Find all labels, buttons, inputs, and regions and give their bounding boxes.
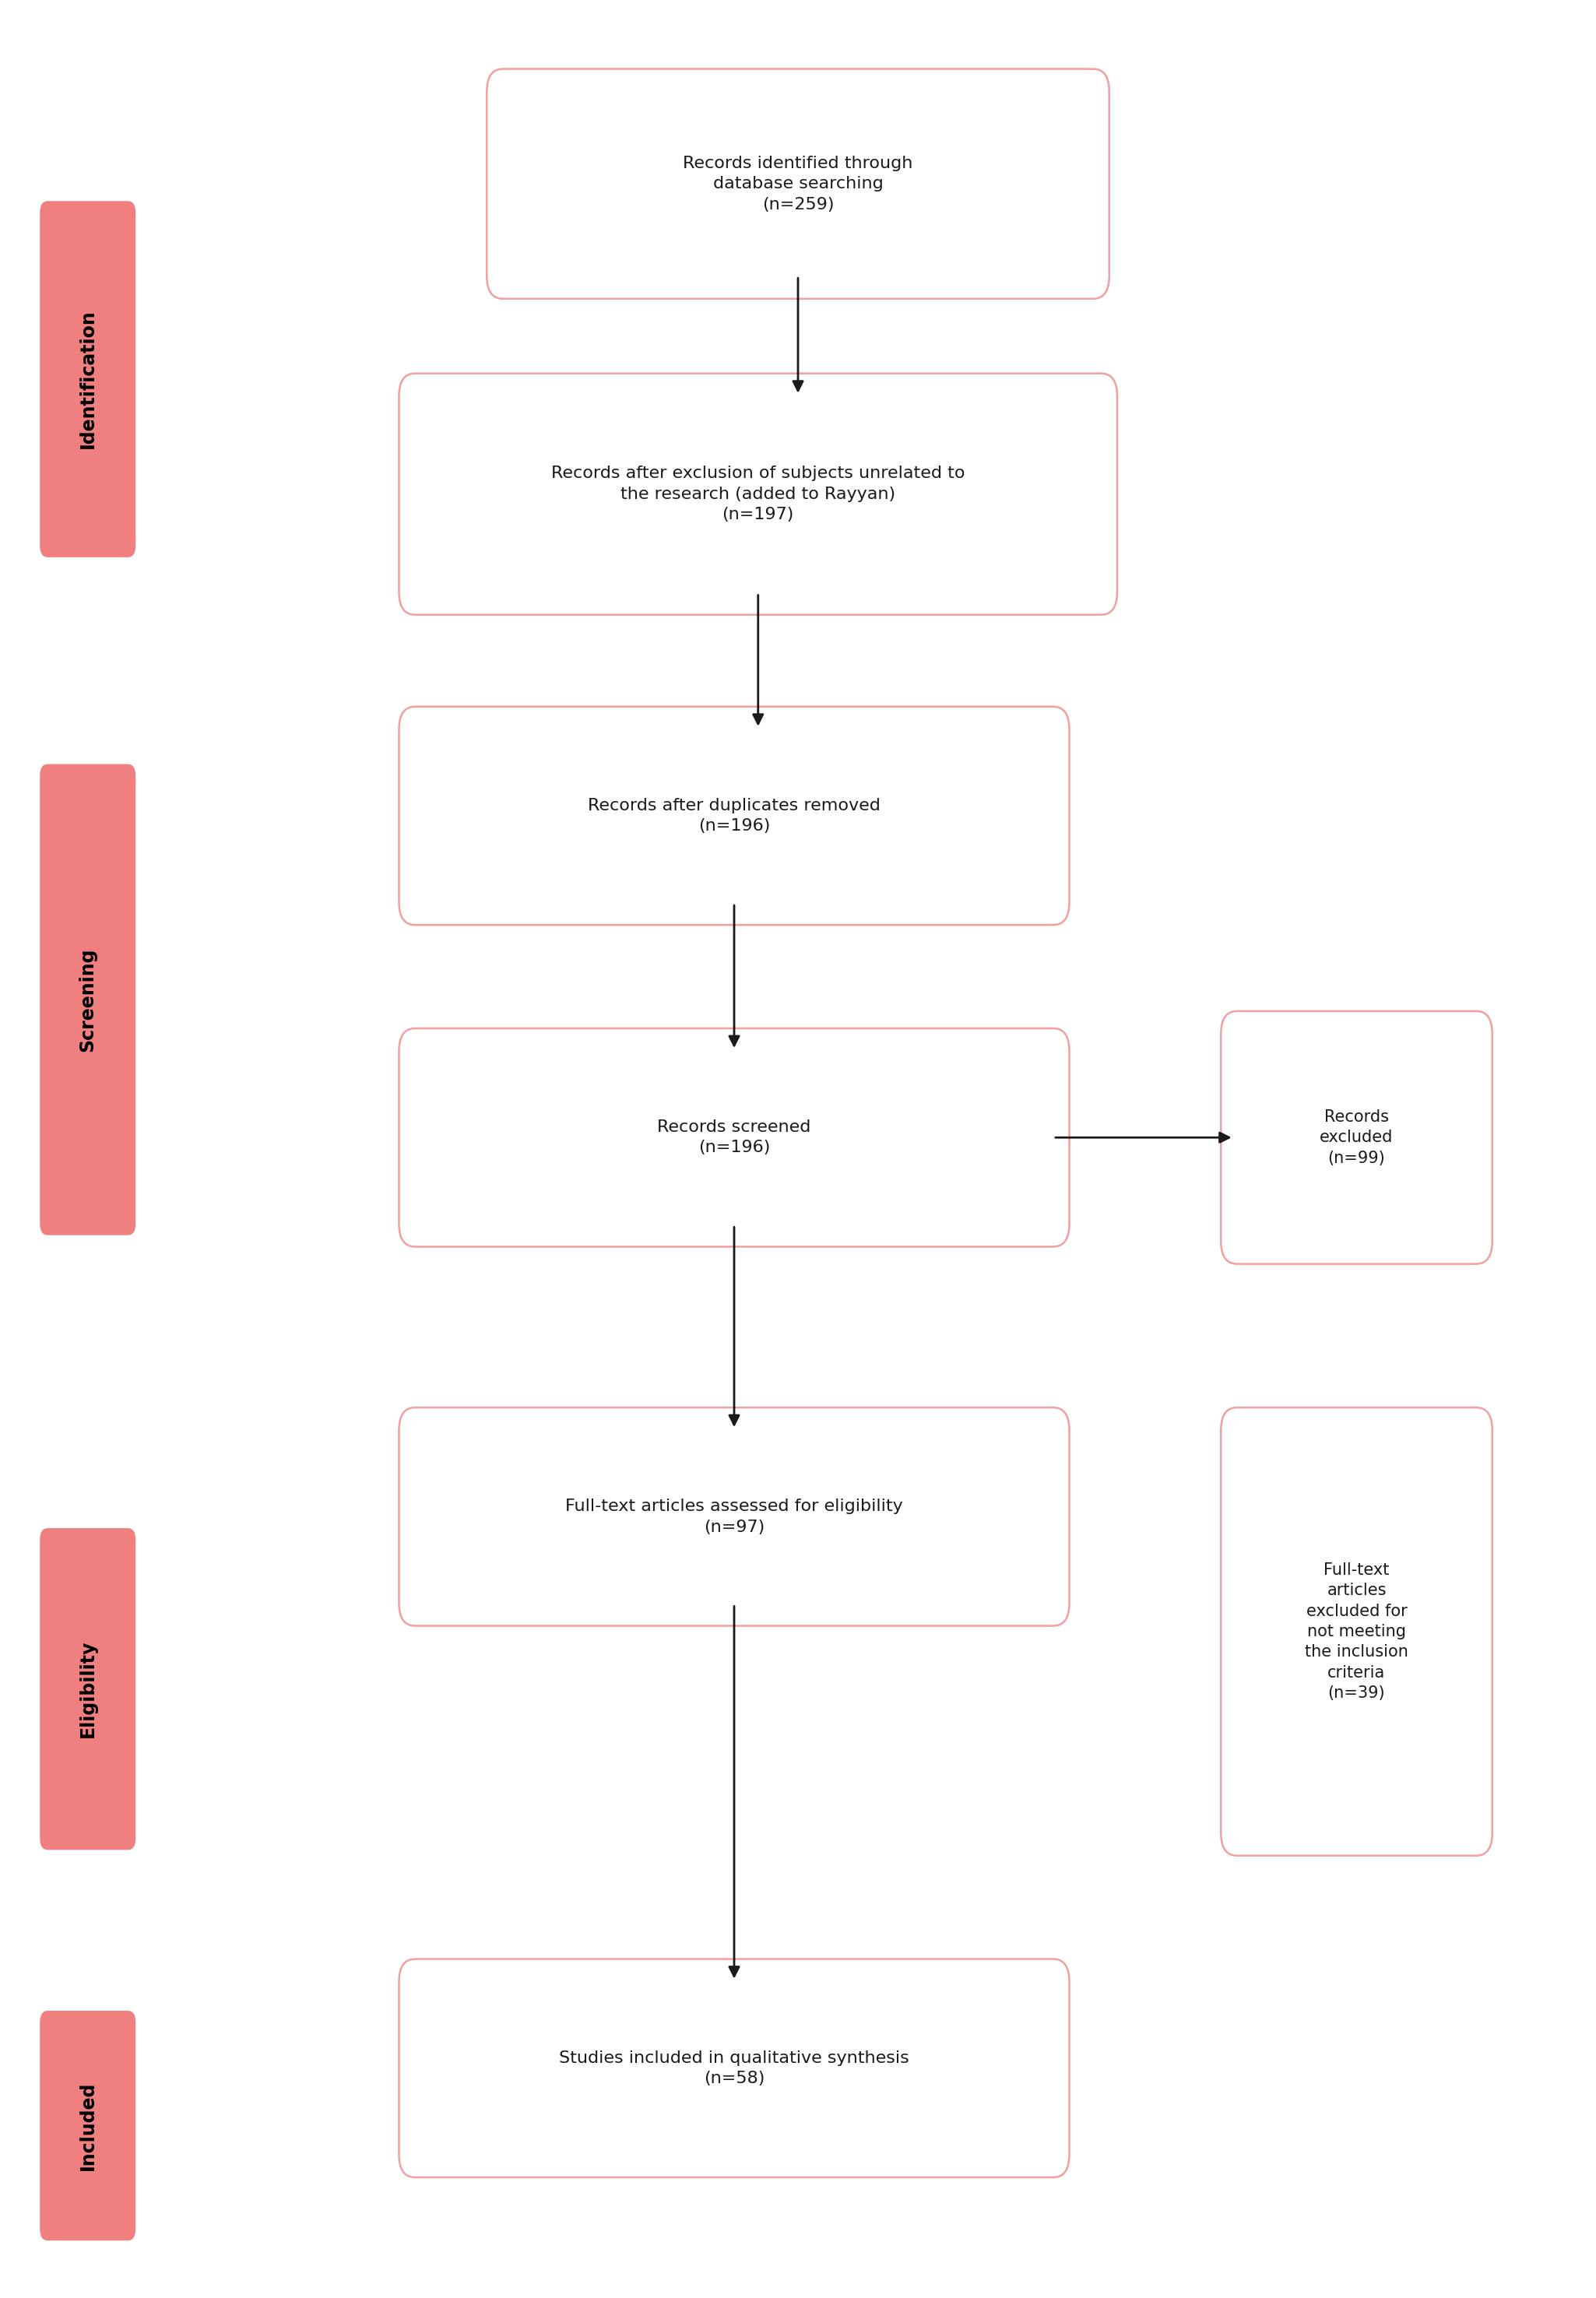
Text: Eligibility: Eligibility [78, 1641, 97, 1737]
Text: Full-text articles assessed for eligibility
(n=97): Full-text articles assessed for eligibil… [565, 1498, 903, 1535]
FancyBboxPatch shape [399, 1406, 1069, 1627]
Text: Records
excluded
(n=99): Records excluded (n=99) [1320, 1110, 1393, 1165]
Text: Records after duplicates removed
(n=196): Records after duplicates removed (n=196) [587, 797, 881, 834]
Text: Screening: Screening [78, 947, 97, 1052]
FancyBboxPatch shape [1221, 1011, 1492, 1264]
Text: Identification: Identification [78, 310, 97, 448]
FancyBboxPatch shape [1221, 1406, 1492, 1857]
FancyBboxPatch shape [40, 202, 136, 558]
FancyBboxPatch shape [40, 763, 136, 1236]
FancyBboxPatch shape [399, 372, 1117, 614]
Text: Included: Included [78, 2082, 97, 2169]
Text: Records identified through
database searching
(n=259): Records identified through database sear… [683, 156, 913, 211]
FancyBboxPatch shape [40, 2011, 136, 2241]
Text: Records after exclusion of subjects unrelated to
the research (added to Rayyan)
: Records after exclusion of subjects unre… [551, 466, 966, 522]
Text: Full-text
articles
excluded for
not meeting
the inclusion
criteria
(n=39): Full-text articles excluded for not meet… [1306, 1563, 1408, 1701]
Text: Studies included in qualitative synthesis
(n=58): Studies included in qualitative synthesi… [559, 2050, 910, 2087]
FancyBboxPatch shape [399, 708, 1069, 924]
FancyBboxPatch shape [399, 1958, 1069, 2179]
FancyBboxPatch shape [487, 69, 1109, 299]
FancyBboxPatch shape [399, 1030, 1069, 1246]
Text: Records screened
(n=196): Records screened (n=196) [658, 1119, 811, 1156]
FancyBboxPatch shape [40, 1528, 136, 1850]
